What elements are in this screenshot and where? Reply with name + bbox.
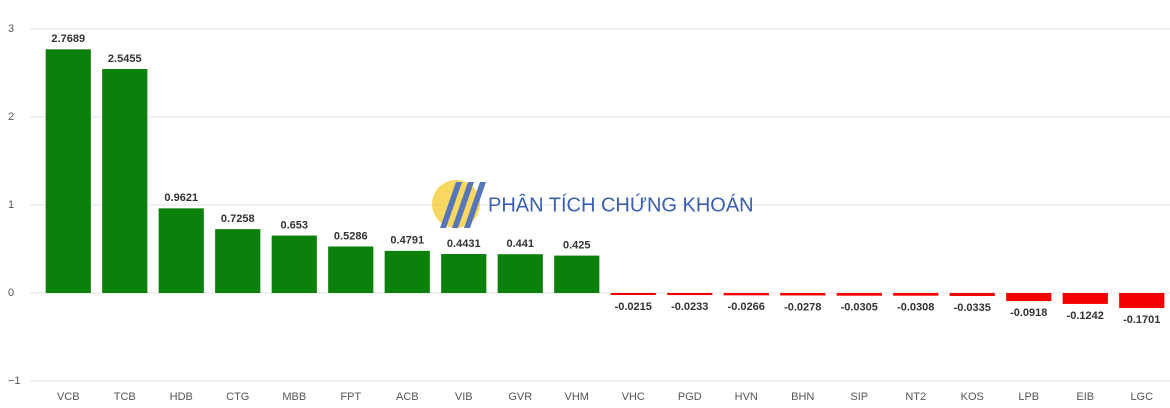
value-label: 0.4791	[390, 235, 424, 247]
y-tick-label: 2	[8, 111, 14, 123]
bar	[45, 49, 91, 294]
value-label: 0.7258	[221, 213, 255, 225]
value-label: 0.425	[563, 240, 591, 252]
bar	[1062, 293, 1108, 304]
bar	[102, 68, 148, 293]
value-label: 0.4431	[447, 238, 481, 250]
bar	[384, 250, 430, 293]
x-tick-label: NT2	[905, 391, 926, 403]
y-tick-label: 1	[8, 199, 14, 211]
x-tick-label: EIB	[1076, 391, 1094, 403]
bar	[836, 293, 882, 296]
x-tick-label: GVR	[508, 391, 532, 403]
x-tick-label: LGC	[1130, 391, 1153, 403]
bar	[780, 293, 826, 296]
value-label: -0.1242	[1067, 310, 1104, 322]
x-tick-label: MBB	[282, 391, 306, 403]
x-tick-label: HVN	[735, 391, 758, 403]
x-tick-label: PGD	[678, 391, 702, 403]
x-tick-label: SIP	[850, 391, 868, 403]
value-label: 0.5286	[334, 230, 368, 242]
y-tick-label: 0	[8, 287, 14, 299]
x-tick-label: ACB	[396, 391, 419, 403]
bar	[723, 293, 769, 296]
x-tick-label: TCB	[114, 391, 136, 403]
bar	[893, 293, 939, 296]
value-label: -0.0308	[897, 302, 934, 314]
value-label: 0.653	[280, 219, 308, 231]
x-tick-label: HDB	[170, 391, 193, 403]
watermark-logo	[432, 180, 486, 228]
y-tick-label: 3	[8, 23, 14, 35]
bar	[667, 293, 713, 296]
value-label: 0.9621	[164, 192, 198, 204]
x-tick-label: KOS	[961, 391, 984, 403]
x-tick-label: BHN	[791, 391, 814, 403]
value-label: -0.0305	[841, 302, 878, 314]
bar	[215, 229, 261, 293]
bar	[328, 246, 374, 293]
bar	[610, 293, 656, 295]
bar	[271, 235, 317, 293]
x-tick-label: FPT	[340, 391, 361, 403]
value-label: 2.5455	[108, 53, 142, 65]
bar	[158, 208, 204, 293]
watermark: PHÂN TÍCH CHỨNG KHOÁN	[488, 193, 754, 216]
value-label: -0.1701	[1123, 314, 1160, 326]
value-label: -0.0233	[671, 301, 708, 313]
x-tick-label: VCB	[57, 391, 80, 403]
bar	[441, 254, 487, 293]
x-tick-label: VHC	[622, 391, 645, 403]
value-label: -0.0278	[784, 301, 821, 313]
x-tick-label: LPB	[1018, 391, 1039, 403]
value-label: -0.0918	[1010, 307, 1047, 319]
value-label: -0.0266	[728, 301, 765, 313]
value-label: -0.0335	[954, 302, 991, 314]
x-tick-label: VIB	[455, 391, 473, 403]
bar	[1006, 293, 1052, 302]
bar	[554, 255, 600, 293]
bar	[497, 254, 543, 293]
bar	[949, 293, 995, 296]
y-tick-label: −1	[8, 375, 21, 387]
value-label: -0.0215	[615, 301, 652, 313]
x-tick-label: CTG	[226, 391, 249, 403]
value-label: 2.7689	[51, 33, 85, 45]
bar	[1119, 293, 1165, 308]
value-label: 0.441	[506, 238, 534, 250]
x-tick-label: VHM	[565, 391, 589, 403]
